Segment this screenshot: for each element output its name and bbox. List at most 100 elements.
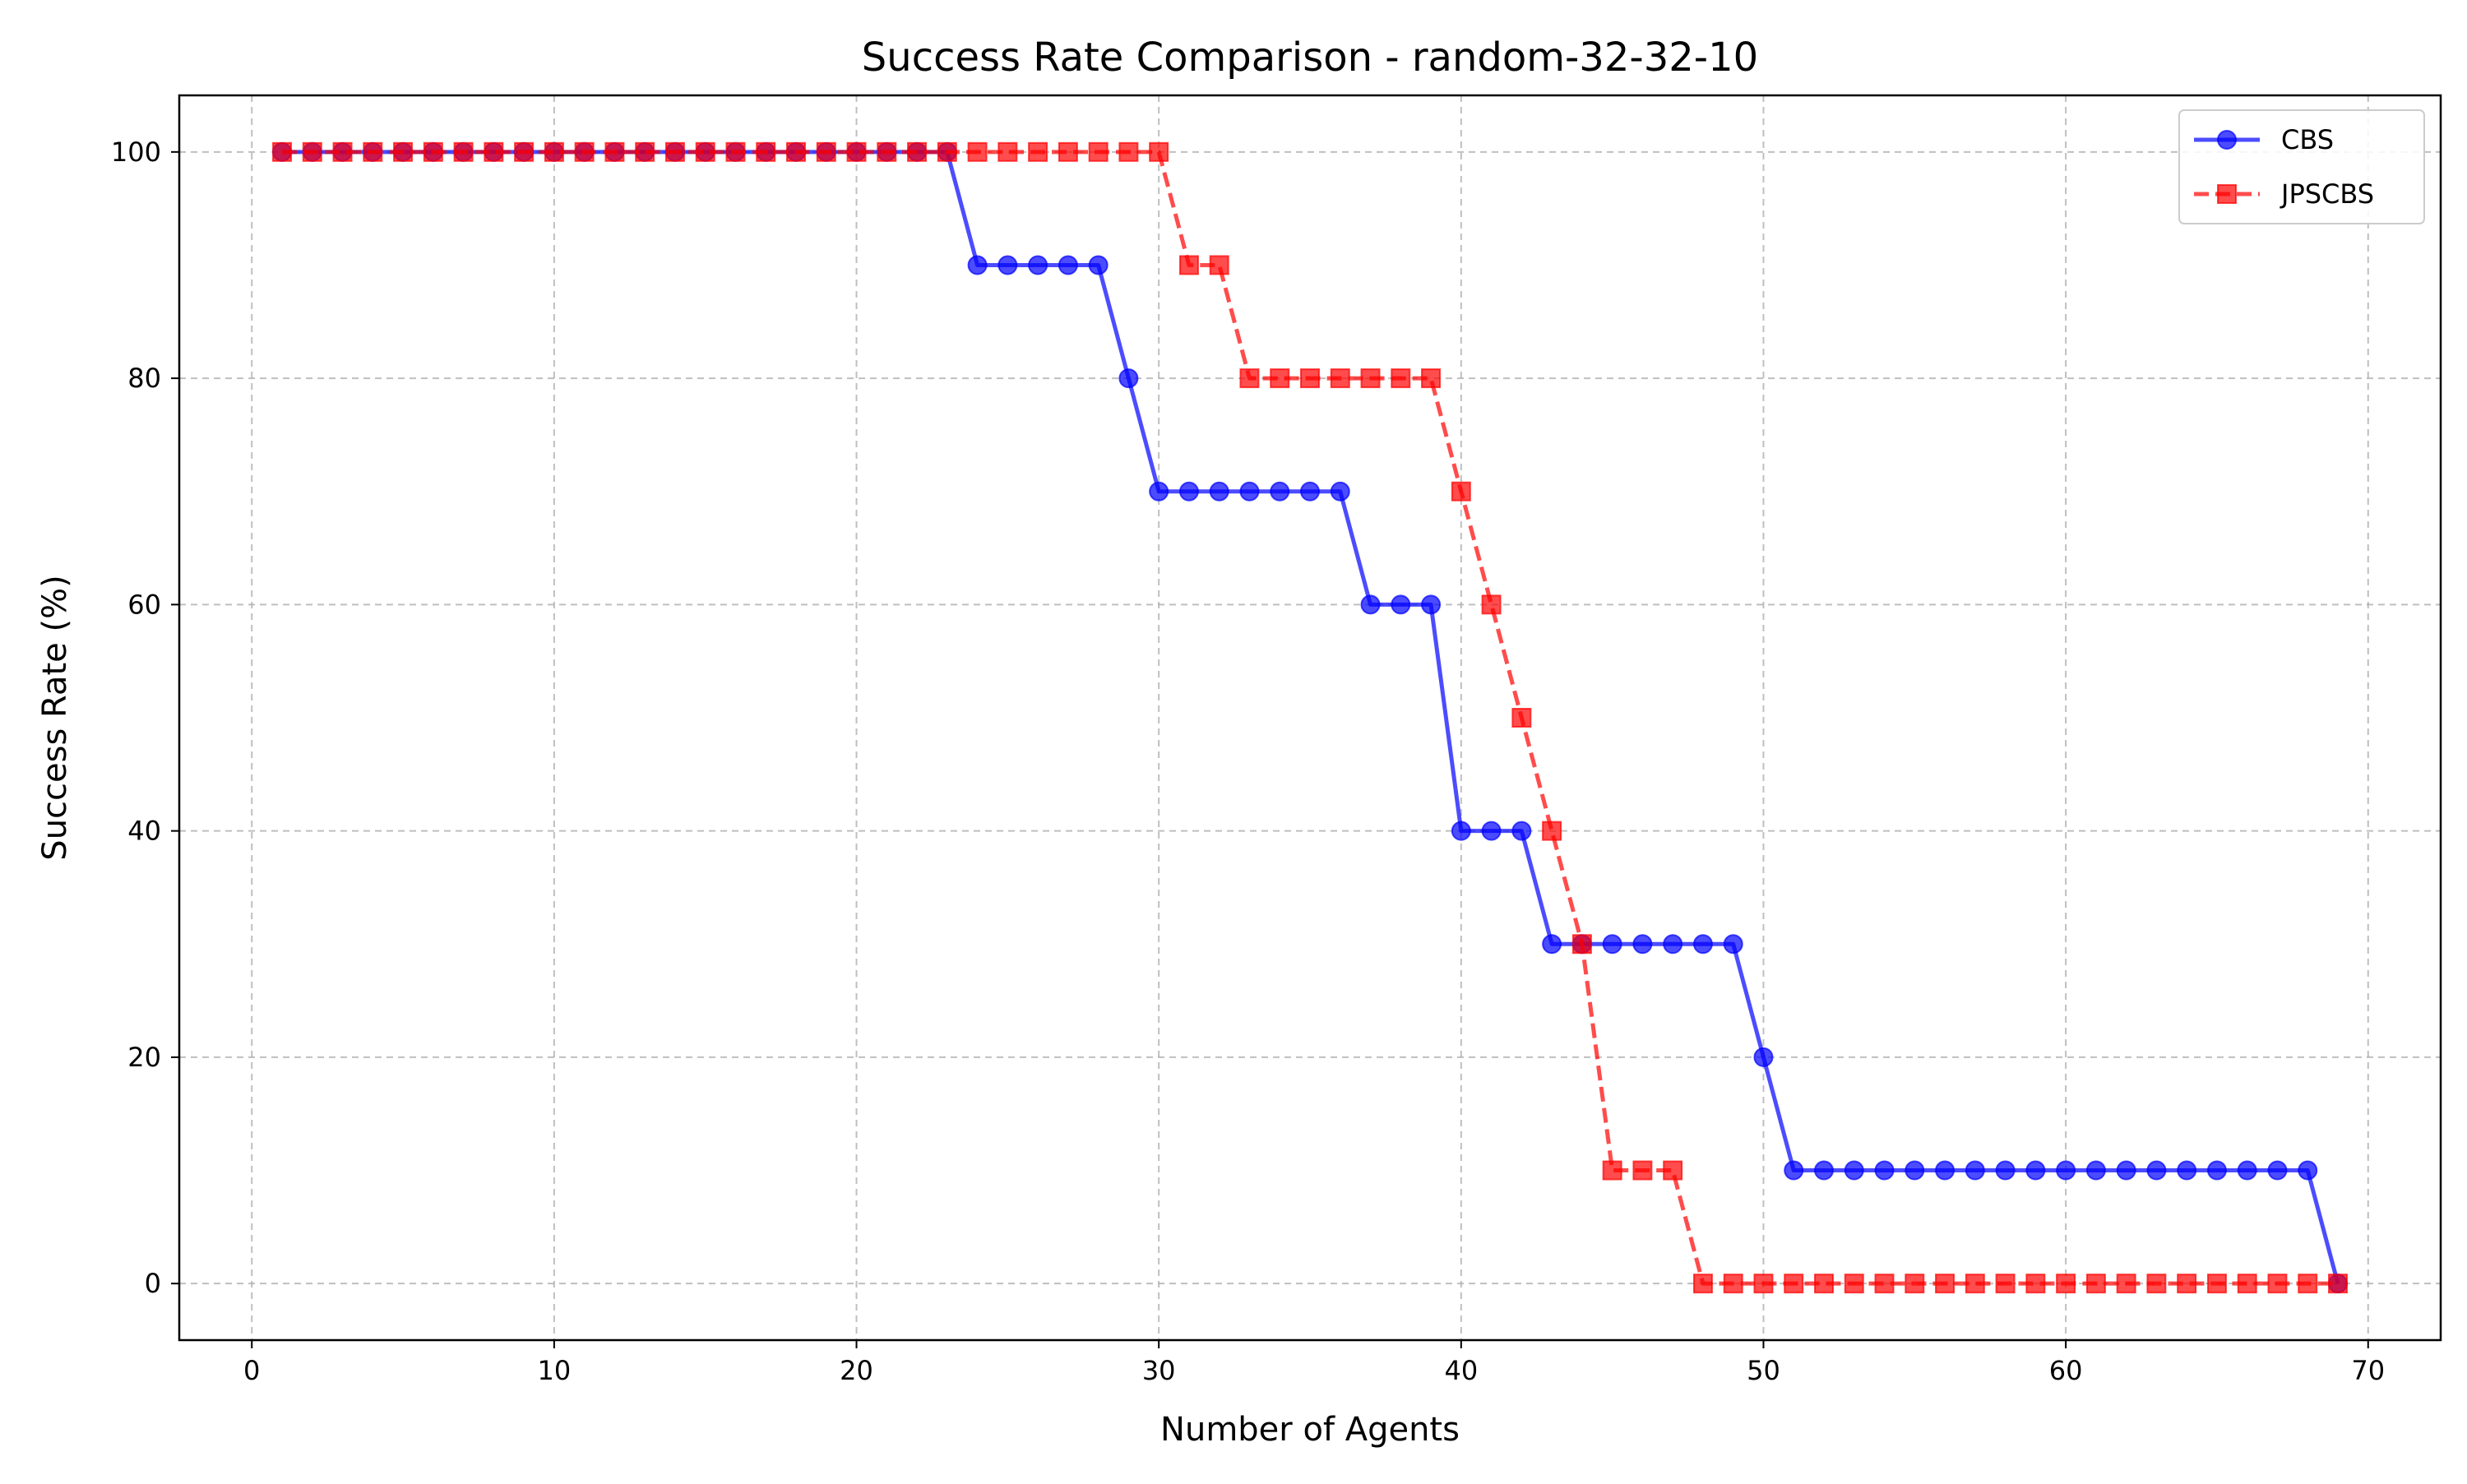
data-point-cbs <box>967 255 988 275</box>
y-axis-label: Success Rate (%) <box>36 575 74 860</box>
data-point-jpscbs <box>423 141 443 162</box>
data-point-cbs <box>2267 1160 2288 1181</box>
data-point-jpscbs <box>1270 368 1290 389</box>
data-point-jpscbs <box>544 141 564 162</box>
legend: CBS JPSCBS <box>2178 109 2425 224</box>
chart-title: Success Rate Comparison - random-32-32-1… <box>862 35 1758 81</box>
x-tick-label: 10 <box>538 1355 572 1386</box>
data-point-jpscbs <box>1118 141 1139 162</box>
data-point-jpscbs <box>1844 1274 1864 1294</box>
data-point-cbs <box>1692 934 1713 955</box>
data-point-jpscbs <box>786 141 806 162</box>
data-point-cbs <box>2146 1160 2167 1181</box>
data-point-jpscbs <box>2056 1274 2076 1294</box>
data-point-jpscbs <box>363 141 383 162</box>
data-point-jpscbs <box>1421 368 1442 389</box>
data-point-jpscbs <box>1814 1274 1834 1294</box>
data-point-jpscbs <box>2267 1274 2288 1294</box>
data-point-cbs <box>1542 934 1562 955</box>
data-point-cbs <box>1270 481 1290 502</box>
data-point-jpscbs <box>2328 1274 2348 1294</box>
data-point-cbs <box>1935 1160 1956 1181</box>
data-point-cbs <box>1814 1160 1834 1181</box>
x-tick-label: 0 <box>243 1355 260 1386</box>
data-point-jpscbs <box>1088 141 1109 162</box>
data-point-cbs <box>1844 1160 1864 1181</box>
data-point-jpscbs <box>2146 1274 2167 1294</box>
y-tick-label: 20 <box>127 1042 161 1073</box>
data-point-jpscbs <box>1723 1274 1743 1294</box>
data-point-jpscbs <box>664 141 685 162</box>
data-point-jpscbs <box>1239 368 1260 389</box>
data-point-jpscbs <box>695 141 715 162</box>
data-point-jpscbs <box>1542 821 1562 841</box>
data-point-cbs <box>1451 821 1471 841</box>
axis-ticks: 0 10 20 30 40 50 60 70 0 20 40 60 80 100 <box>111 136 2385 1386</box>
data-point-jpscbs <box>1360 368 1381 389</box>
data-point-jpscbs <box>1874 1274 1895 1294</box>
data-point-cbs <box>1118 368 1139 389</box>
data-point-jpscbs <box>2116 1274 2136 1294</box>
data-point-jpscbs <box>1178 255 1199 275</box>
data-point-jpscbs <box>1692 1274 1713 1294</box>
data-point-cbs <box>2025 1160 2046 1181</box>
data-point-jpscbs <box>907 141 928 162</box>
data-point-cbs <box>1723 934 1743 955</box>
legend-item-jpscbs: JPSCBS <box>2194 178 2374 210</box>
legend-item-cbs: CBS <box>2194 124 2334 155</box>
data-point-jpscbs <box>1391 368 1411 389</box>
data-point-cbs <box>2206 1160 2227 1181</box>
series-jpscbs <box>272 141 2348 1294</box>
data-point-cbs <box>2085 1160 2106 1181</box>
x-tick-label: 40 <box>1444 1355 1478 1386</box>
data-point-jpscbs <box>997 141 1018 162</box>
data-point-cbs <box>1178 481 1199 502</box>
data-point-cbs <box>2177 1160 2197 1181</box>
data-point-cbs <box>1149 481 1169 502</box>
data-point-jpscbs <box>514 141 535 162</box>
data-point-cbs <box>1239 481 1260 502</box>
data-point-cbs <box>1088 255 1109 275</box>
data-point-cbs <box>1481 821 1502 841</box>
x-tick-label: 20 <box>840 1355 873 1386</box>
x-tick-label: 60 <box>2049 1355 2083 1386</box>
y-tick-label: 100 <box>111 136 161 168</box>
data-point-jpscbs <box>1632 1160 1653 1181</box>
data-point-jpscbs <box>1965 1274 1985 1294</box>
data-point-cbs <box>1058 255 1078 275</box>
data-point-jpscbs <box>332 141 353 162</box>
legend-label-jpscbs: JPSCBS <box>2280 178 2374 210</box>
y-tick-label: 40 <box>127 816 161 847</box>
data-point-jpscbs <box>846 141 867 162</box>
data-point-jpscbs <box>2025 1274 2046 1294</box>
data-point-jpscbs <box>725 141 746 162</box>
legend-label-cbs: CBS <box>2281 124 2334 155</box>
legend-marker-jpscbs <box>2217 184 2237 204</box>
data-point-cbs <box>1209 481 1229 502</box>
data-point-cbs <box>2237 1160 2257 1181</box>
data-point-jpscbs <box>1028 141 1048 162</box>
data-point-jpscbs <box>2237 1274 2257 1294</box>
data-point-cbs <box>1300 481 1320 502</box>
x-axis-label: Number of Agents <box>1160 1411 1460 1449</box>
data-point-jpscbs <box>1209 255 1229 275</box>
data-point-cbs <box>1421 594 1442 615</box>
plot-frame <box>178 94 2442 1342</box>
data-point-cbs <box>1874 1160 1895 1181</box>
y-tick-label: 80 <box>127 363 161 394</box>
data-point-jpscbs <box>2206 1274 2227 1294</box>
data-point-cbs <box>1028 255 1048 275</box>
data-point-jpscbs <box>484 141 504 162</box>
x-tick-label: 50 <box>1747 1355 1780 1386</box>
y-tick-label: 60 <box>127 589 161 620</box>
data-point-jpscbs <box>453 141 474 162</box>
data-point-jpscbs <box>1511 708 1532 728</box>
data-point-cbs <box>1784 1160 1804 1181</box>
data-point-cbs <box>1965 1160 1985 1181</box>
data-point-jpscbs <box>877 141 897 162</box>
data-point-jpscbs <box>1602 1160 1622 1181</box>
data-point-jpscbs <box>1995 1274 2016 1294</box>
